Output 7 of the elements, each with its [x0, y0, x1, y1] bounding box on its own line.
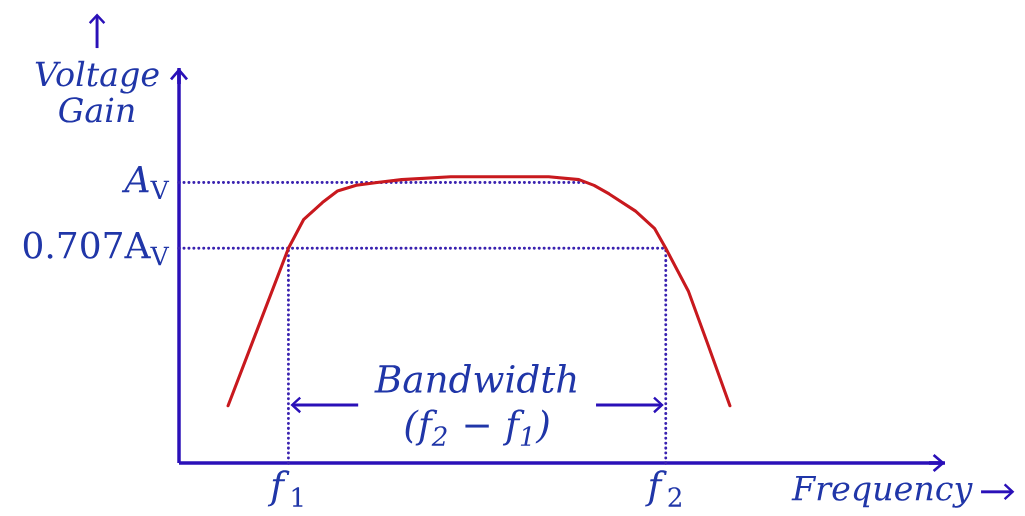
x-axis-title: Frequency	[791, 475, 973, 508]
annotation: Bandwidth (f$_{2}$ − f$_{1}$)	[374, 364, 576, 446]
ref-line-label: A$_{V}$	[121, 165, 170, 200]
ref-line-label: 0.707A$_{V}$	[23, 231, 170, 266]
y-axis-title: Voltage Gain	[35, 60, 159, 123]
x-tick-label: f$_{1}$	[267, 470, 303, 507]
x-tick-label: f$_{2}$	[645, 470, 681, 507]
